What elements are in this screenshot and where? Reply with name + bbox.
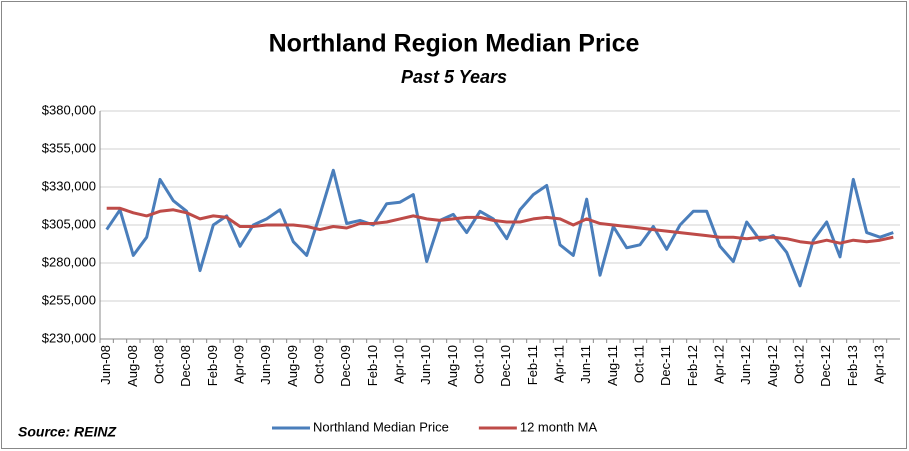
x-tick-label: Feb-11 xyxy=(525,345,540,385)
x-tick-label: Jun-09 xyxy=(258,345,273,385)
x-tick-label: Feb-10 xyxy=(365,345,380,386)
series-line xyxy=(106,206,894,245)
y-tick-label: $280,000 xyxy=(42,254,96,269)
legend-label: 12 month MA xyxy=(520,419,598,434)
x-tick-label: Feb-12 xyxy=(685,345,700,386)
x-tick-label: Feb-13 xyxy=(845,345,860,386)
x-tick-label: Jun-11 xyxy=(578,345,593,384)
x-tick-label: Oct-12 xyxy=(791,345,806,384)
x-tick-label: Aug-11 xyxy=(605,345,620,386)
y-tick-label: $355,000 xyxy=(42,140,96,155)
x-tick-label: Aug-10 xyxy=(445,345,460,387)
y-tick-label: $330,000 xyxy=(42,178,96,193)
x-tick-label: Dec-08 xyxy=(178,345,193,387)
x-tick-label: Aug-12 xyxy=(765,345,780,387)
x-tick-label: Dec-09 xyxy=(338,345,353,387)
x-tick-label: Jun-12 xyxy=(738,345,753,385)
x-tick-label: Oct-09 xyxy=(311,345,326,384)
x-tick-label: Apr-10 xyxy=(391,345,406,384)
x-tick-label: Aug-09 xyxy=(285,345,300,387)
x-tick-label: Apr-11 xyxy=(551,345,566,383)
x-tick-label: Apr-13 xyxy=(871,345,886,384)
x-tick-label: Jun-10 xyxy=(418,345,433,385)
x-tick-label: Apr-09 xyxy=(231,345,246,384)
x-tick-label: Apr-12 xyxy=(711,345,726,384)
y-tick-label: $380,000 xyxy=(42,102,96,117)
series-line xyxy=(105,168,894,288)
x-tick-label: Oct-11 xyxy=(631,345,646,383)
y-tick-label: $255,000 xyxy=(42,292,96,307)
chart-subtitle: Past 5 Years xyxy=(401,67,507,87)
y-tick-label: $305,000 xyxy=(42,216,96,231)
chart-title: Northland Region Median Price xyxy=(269,30,640,58)
x-tick-label: Dec-12 xyxy=(818,345,833,387)
x-tick-label: Oct-08 xyxy=(151,345,166,384)
x-tick-label: Dec-10 xyxy=(498,345,513,387)
x-tick-label: Aug-08 xyxy=(125,345,140,387)
y-tick-label: $230,000 xyxy=(42,330,96,345)
x-tick-label: Feb-09 xyxy=(205,345,220,386)
x-tick-label: Dec-11 xyxy=(658,345,673,386)
legend-label: Northland Median Price xyxy=(313,419,449,434)
x-tick-label: Jun-08 xyxy=(98,345,113,385)
source-note: Source: REINZ xyxy=(18,424,116,440)
x-tick-label: Oct-10 xyxy=(471,345,486,384)
